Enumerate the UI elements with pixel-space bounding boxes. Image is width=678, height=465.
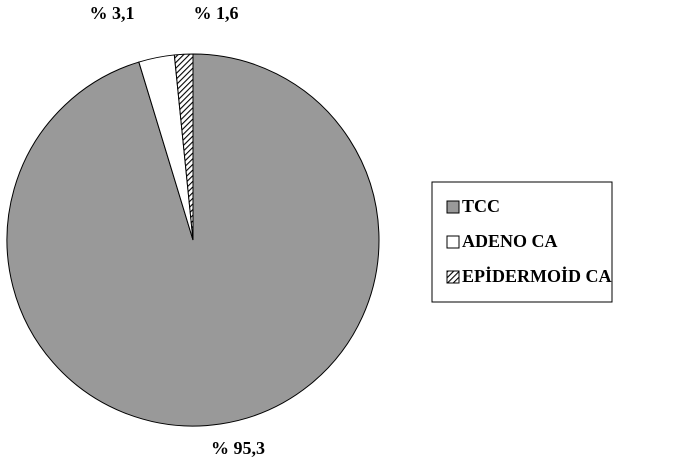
legend-swatch xyxy=(446,200,460,214)
data-label: % 95,3 xyxy=(211,438,265,458)
pie-slice xyxy=(173,53,194,241)
legend-label: TCC xyxy=(462,196,500,216)
legend-label: ADENO CA xyxy=(462,231,558,251)
legend-box xyxy=(431,181,613,303)
legend-swatch xyxy=(446,270,460,284)
data-label: % 3,1 xyxy=(90,3,135,23)
data-label: % 1,6 xyxy=(194,3,239,23)
legend-swatch xyxy=(446,235,460,249)
pie: % 95,3 % 3,1 % 1,6 xyxy=(6,3,380,458)
legend-label: EPİDERMOİD CA xyxy=(462,266,612,286)
legend: TCC ADENO CA EPİDERMOİD CA xyxy=(446,196,612,286)
